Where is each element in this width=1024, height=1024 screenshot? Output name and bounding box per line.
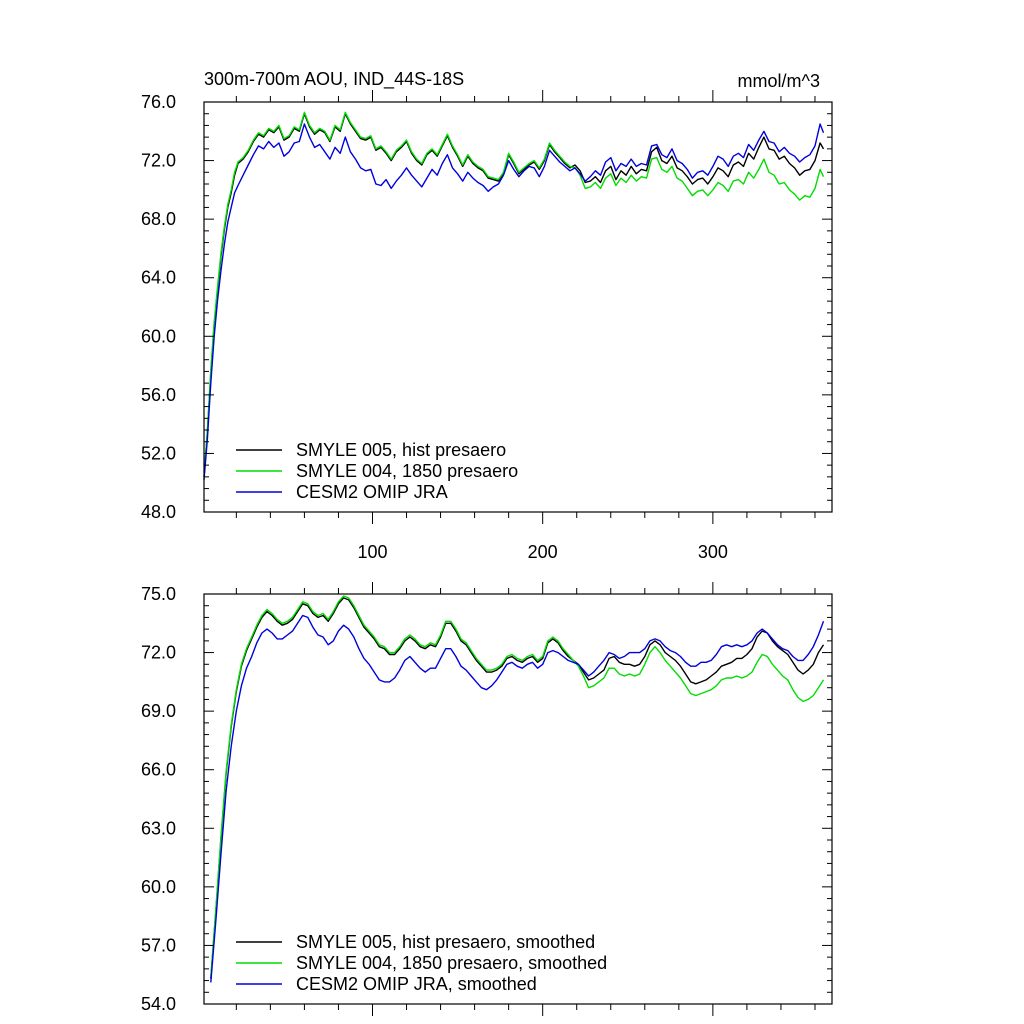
legend-label-smyle-004: SMYLE 004, 1850 presaero	[296, 461, 518, 481]
series-line	[203, 111, 825, 477]
x-tick-label: 200	[528, 542, 558, 562]
plot-frame	[203, 593, 833, 1005]
x-tick-label: 100	[357, 542, 387, 562]
y-tick-label: 72.0	[141, 643, 176, 663]
chart-title: 300m-700m AOU, IND_44S-18S	[204, 69, 464, 90]
chart-panel-bottom: 54.0 57.0 60.0 63.0 66.0 69.0 72.0 75.0 SMYLE 0…	[141, 582, 833, 1016]
units-label: mmol/m^3	[738, 71, 820, 91]
y-tick-label: 66.0	[141, 760, 176, 780]
y-tick-label: 76.0	[141, 92, 176, 112]
legend-label-smyle-004-smoothed: SMYLE 004, 1850 presaero, smoothed	[296, 953, 607, 973]
legend-label-smyle-005-smoothed: SMYLE 005, hist presaero, smoothed	[296, 932, 595, 952]
series-line	[210, 614, 825, 983]
series-line	[210, 595, 825, 977]
chart-panel-top: 300m-700m AOU, IND_44S-18S mmol/m^3 48.0…	[141, 69, 833, 562]
legend-label-cesm2-omip: CESM2 OMIP JRA	[296, 482, 448, 502]
series-line	[210, 597, 825, 979]
y-tick-label: 68.0	[141, 209, 176, 229]
y-tick-label: 57.0	[141, 935, 176, 955]
y-tick-label: 60.0	[141, 326, 176, 346]
y-tick-label: 48.0	[141, 502, 176, 522]
y-tick-label: 52.0	[141, 443, 176, 463]
y-tick-label: 54.0	[141, 994, 176, 1014]
axis-layer: 48.0 52.0 56.0 60.0 64.0 68.0 72.0 76.0 100 200 30…	[141, 90, 832, 562]
legend-label-cesm2-omip-smoothed: CESM2 OMIP JRA, smoothed	[296, 974, 537, 994]
y-tick-label: 69.0	[141, 701, 176, 721]
y-tick-label: 72.0	[141, 151, 176, 171]
y-tick-label: 75.0	[141, 584, 176, 604]
x-tick-label: 300	[698, 542, 728, 562]
series-layer	[210, 595, 825, 983]
y-tick-label: 63.0	[141, 818, 176, 838]
y-tick-label: 64.0	[141, 268, 176, 288]
legend-label-smyle-005: SMYLE 005, hist presaero	[296, 440, 506, 460]
plot-frame	[203, 101, 833, 513]
axis-layer: 54.0 57.0 60.0 63.0 66.0 69.0 72.0 75.0	[141, 582, 832, 1016]
y-tick-label: 56.0	[141, 385, 176, 405]
legend: SMYLE 005, hist presaero, smoothed SMYLE…	[236, 932, 607, 994]
series-layer	[203, 111, 825, 480]
y-tick-label: 60.0	[141, 877, 176, 897]
series-line	[203, 123, 825, 480]
legend: SMYLE 005, hist presaero SMYLE 004, 1850…	[236, 440, 518, 502]
